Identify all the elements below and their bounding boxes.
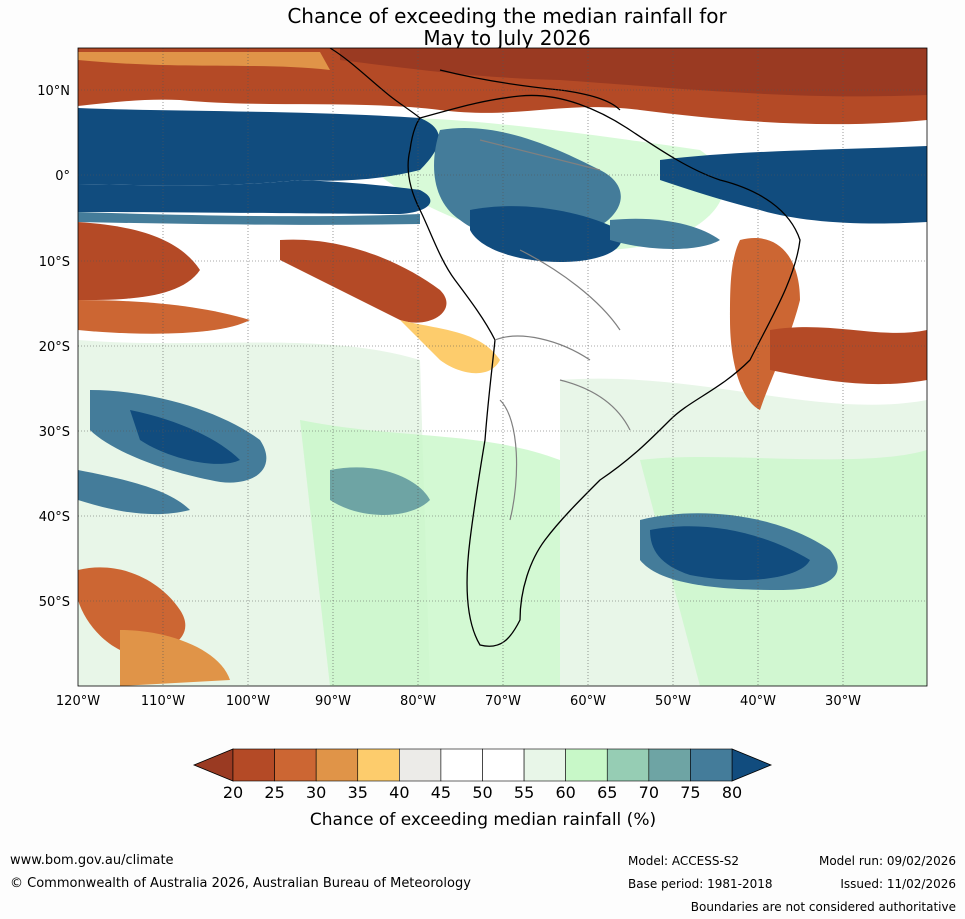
copyright-text: © Commonwealth of Australia 2026, Austra… — [10, 876, 471, 891]
lon-label: 50°W — [655, 694, 691, 709]
dry-region-peru-coast — [400, 320, 500, 374]
dry-band-north-west — [78, 52, 330, 70]
colorbar-tick-label: 20 — [223, 783, 243, 802]
latitude-labels: 10°N 0° 10°S 20°S 30°S 40°S 50°S — [37, 84, 70, 610]
lon-label: 80°W — [400, 694, 436, 709]
map-frame — [77, 47, 928, 687]
colorbar-ticks: 20 25 30 35 40 45 50 55 60 65 70 75 80 — [223, 783, 742, 802]
lat-label: 10°N — [37, 84, 70, 99]
colorbar-cells — [232, 748, 733, 782]
map-field — [78, 48, 927, 686]
wet-band-pacific-north — [78, 108, 439, 186]
colorbar-cell — [232, 748, 275, 782]
graticule — [78, 48, 927, 686]
lon-label: 110°W — [141, 694, 185, 709]
lat-label: 0° — [55, 169, 70, 184]
colorbar-cell — [440, 748, 483, 782]
colorbar-cell — [357, 748, 400, 782]
dry-band-north-core — [340, 48, 927, 97]
map-title-line1: Chance of exceeding the median rainfall … — [287, 4, 727, 28]
colorbar-tick-label: 55 — [514, 783, 534, 802]
colorbar-tick-label: 65 — [597, 783, 617, 802]
colorbar-cell — [399, 748, 442, 782]
model-text: Model: ACCESS-S2 — [628, 854, 740, 868]
colorbar-tick-label: 75 — [680, 783, 700, 802]
colorbar-tick-label: 30 — [306, 783, 326, 802]
colorbar-tick-label: 40 — [389, 783, 409, 802]
wet-region-amazon-east — [610, 218, 720, 249]
website-text: www.bom.gov.au/climate — [10, 853, 174, 868]
colorbar-cell — [690, 748, 733, 782]
wet-region-pacific-south-core — [130, 410, 240, 464]
lon-label: 70°W — [485, 694, 521, 709]
south-america-coastline — [407, 94, 801, 647]
colorbar: 20 25 30 35 40 45 50 55 60 65 70 75 80 Chance of exc… — [192, 748, 773, 830]
lon-label: 40°W — [740, 694, 776, 709]
lat-label: 50°S — [39, 595, 70, 610]
colorbar-tick-label: 60 — [555, 783, 575, 802]
lon-label: 60°W — [570, 694, 606, 709]
dry-region-brazil-east — [730, 238, 800, 410]
colorbar-tick-label: 25 — [264, 783, 284, 802]
colorbar-extend-high — [731, 748, 773, 782]
colorbar-tick-label: 70 — [639, 783, 659, 802]
lon-label: 90°W — [315, 694, 351, 709]
green-field-south — [300, 420, 600, 686]
lat-label: 20°S — [39, 340, 70, 355]
model-run-text: Model run: 09/02/2026 — [818, 854, 956, 868]
colorbar-tick-label: 80 — [722, 783, 742, 802]
disclaimer-text: Boundaries are not considered authoritat… — [690, 900, 956, 914]
lat-label: 40°S — [39, 510, 70, 525]
colorbar-extend-low — [192, 748, 234, 782]
dry-region-pacific-west-lower — [78, 300, 250, 334]
base-period-text: Base period: 1981-2018 — [628, 877, 773, 891]
lon-label: 120°W — [56, 694, 100, 709]
dry-region-southwest — [78, 567, 186, 653]
wet-band-edge — [78, 212, 420, 225]
colorbar-cell — [274, 748, 317, 782]
longitude-labels: 120°W 110°W 100°W 90°W 80°W 70°W 60°W 50… — [56, 694, 861, 709]
dry-region-southwest-lower — [120, 630, 230, 686]
wet-band-atlantic — [660, 146, 927, 224]
colorbar-label: Chance of exceeding median rainfall (%) — [310, 810, 656, 830]
dry-region-atlantic-east — [770, 327, 927, 385]
lat-label: 30°S — [39, 425, 70, 440]
colorbar-cell — [565, 748, 608, 782]
colorbar-cell — [523, 748, 566, 782]
lon-label: 100°W — [226, 694, 270, 709]
colorbar-cell — [648, 748, 691, 782]
lon-label: 30°W — [825, 694, 861, 709]
colorbar-cell — [482, 748, 525, 782]
issued-text: Issued: 11/02/2026 — [840, 877, 956, 891]
colorbar-tick-label: 45 — [431, 783, 451, 802]
wet-region-pacific-patch — [330, 467, 430, 515]
colorbar-cell — [606, 748, 650, 782]
central-america-coastline — [329, 48, 621, 119]
lat-label: 10°S — [39, 255, 70, 270]
dry-region-peru-offshore — [280, 239, 447, 323]
wet-region-atlantic-south — [650, 526, 810, 580]
colorbar-cell — [315, 748, 359, 782]
colorbar-tick-label: 50 — [472, 783, 492, 802]
country-borders — [479, 139, 631, 521]
wet-band-pacific-south — [78, 180, 431, 214]
wet-region-amazon — [470, 206, 622, 262]
wet-region-pacific-south-2 — [78, 470, 190, 515]
map-title-line2: May to July 2026 — [423, 26, 591, 50]
colorbar-tick-label: 35 — [348, 783, 368, 802]
